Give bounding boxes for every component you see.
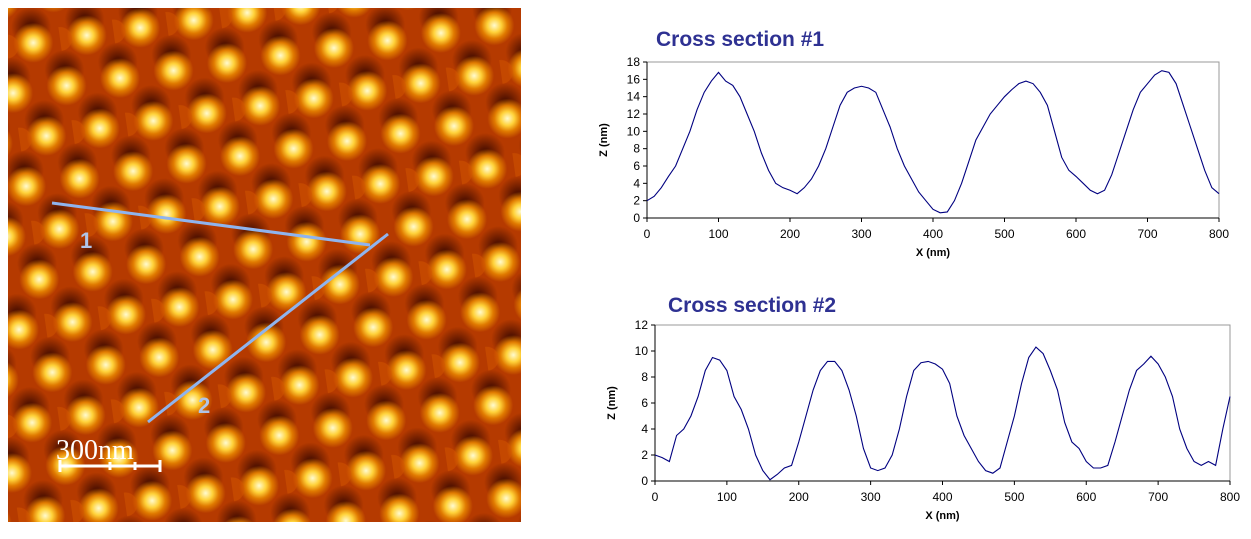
y-tick-label: 18	[627, 55, 641, 69]
x-tick-label: 500	[994, 227, 1014, 241]
data-line	[654, 346, 1231, 481]
data-line	[646, 70, 1220, 214]
y-tick-label: 4	[641, 422, 648, 436]
x-tick-label: 700	[1148, 490, 1168, 504]
x-tick-label: 0	[652, 490, 659, 504]
section-line	[51, 201, 371, 247]
x-axis-label: X (nm)	[916, 247, 951, 259]
x-tick-label: 500	[1004, 490, 1024, 504]
x-tick-label: 200	[789, 490, 809, 504]
y-tick-label: 8	[633, 142, 640, 156]
y-tick-label: 12	[627, 107, 641, 121]
afm-surface	[8, 8, 521, 522]
y-tick-label: 0	[633, 211, 640, 225]
x-tick-label: 300	[861, 490, 881, 504]
y-tick-label: 10	[627, 124, 641, 138]
y-axis-label: Z (nm)	[598, 123, 610, 157]
y-tick-label: 8	[641, 370, 648, 384]
y-tick-label: 0	[641, 474, 648, 488]
line-label: 2	[198, 393, 210, 418]
x-tick-label: 200	[780, 227, 800, 241]
x-tick-label: 100	[717, 490, 737, 504]
x-tick-label: 800	[1220, 490, 1240, 504]
x-axis-label: X (nm)	[925, 510, 960, 522]
x-tick-label: 600	[1066, 227, 1086, 241]
y-tick-label: 2	[633, 194, 640, 208]
chart-title: Cross section #2	[668, 294, 836, 317]
y-tick-label: 12	[635, 318, 649, 332]
x-tick-label: 600	[1076, 490, 1096, 504]
y-tick-label: 10	[635, 344, 649, 358]
y-tick-label: 6	[641, 396, 648, 410]
section-line	[147, 232, 389, 424]
chart-title: Cross section #1	[656, 28, 824, 51]
y-tick-label: 4	[633, 176, 640, 190]
line-label: 1	[80, 228, 92, 253]
plot-area	[654, 324, 1231, 482]
x-tick-label: 800	[1209, 227, 1229, 241]
scale-bar	[58, 460, 162, 472]
y-tick-label: 6	[633, 159, 640, 173]
x-tick-label: 700	[1137, 227, 1157, 241]
x-tick-label: 400	[932, 490, 952, 504]
x-tick-label: 400	[923, 227, 943, 241]
afm-image: 1 2 300nm	[8, 8, 521, 522]
x-tick-label: 300	[851, 227, 871, 241]
y-tick-label: 2	[641, 448, 648, 462]
x-tick-label: 0	[644, 227, 651, 241]
y-axis-label: Z (nm)	[606, 386, 618, 420]
x-tick-label: 100	[708, 227, 728, 241]
scale-label: 300nm	[56, 435, 134, 466]
y-tick-label: 14	[627, 90, 641, 104]
y-tick-label: 16	[627, 72, 641, 86]
